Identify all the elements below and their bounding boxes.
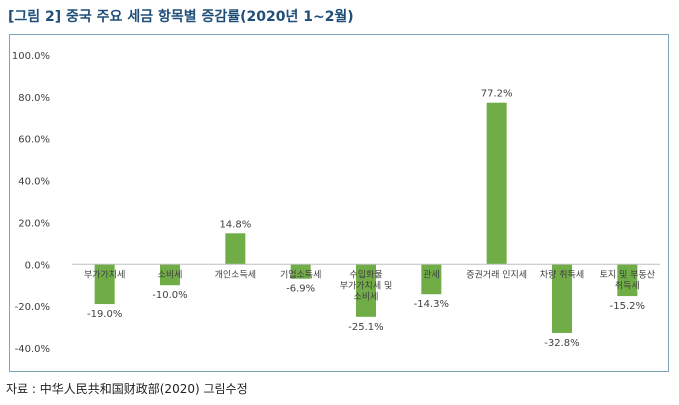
bar: [225, 233, 246, 265]
chart-frame: 100.0% 80.0% 60.0% 40.0% 20.0% 0.0% -20.0% -40.…: [9, 34, 669, 372]
y-tick-label: 60.0%: [18, 135, 50, 146]
data-label: -19.0%: [87, 309, 122, 320]
data-label: -15.2%: [610, 301, 645, 312]
bar: [486, 102, 507, 265]
y-tick-label: 20.0%: [18, 218, 50, 229]
category-label: 소비세: [354, 291, 379, 302]
y-tick-label: -20.0%: [15, 302, 50, 313]
bar: [552, 264, 572, 333]
data-label: 77.2%: [481, 89, 513, 100]
data-label: -25.1%: [348, 322, 383, 333]
bar: [160, 264, 180, 286]
bar: [617, 264, 638, 297]
category-label: 개인소득세: [215, 269, 256, 280]
data-label: -6.9%: [286, 284, 315, 295]
category-label: 부가가치세: [84, 268, 125, 280]
bar-chart: 100.0% 80.0% 60.0% 40.0% 20.0% 0.0% -20.0% -40.…: [12, 51, 660, 355]
data-label: -14.3%: [414, 299, 449, 310]
bar: [94, 264, 115, 305]
category-label: 토지 및 부동산: [600, 268, 655, 280]
category-label: 취득세: [615, 280, 640, 291]
y-tick-label: 0.0%: [25, 260, 50, 271]
category-label: 관세: [423, 269, 440, 280]
data-label: -32.8%: [544, 338, 579, 349]
category-label: 차량 취득세: [540, 268, 584, 280]
y-tick-label: 80.0%: [18, 93, 50, 104]
category-label: 증권거래 인지세: [466, 268, 527, 280]
category-label: 소비세: [158, 269, 183, 280]
y-tick-label: 100.0%: [12, 51, 50, 62]
data-label: -10.0%: [152, 290, 187, 301]
source-note: 자료 : 中华人民共和国财政部(2020) 그림수정: [6, 382, 248, 396]
bar: [290, 264, 311, 279]
category-label: 수입화물: [349, 268, 382, 280]
bar: [356, 264, 376, 317]
figure-title: [그림 2] 중국 주요 세금 항목별 증감률(2020년 1~2월): [8, 9, 354, 25]
data-label: 14.8%: [219, 219, 251, 230]
y-tick-label: -40.0%: [15, 344, 50, 355]
category-label: 기업소득세: [280, 269, 321, 280]
y-tick-label: 40.0%: [18, 177, 50, 188]
bar: [421, 264, 442, 295]
category-label: 부가가치세 및: [340, 279, 393, 291]
